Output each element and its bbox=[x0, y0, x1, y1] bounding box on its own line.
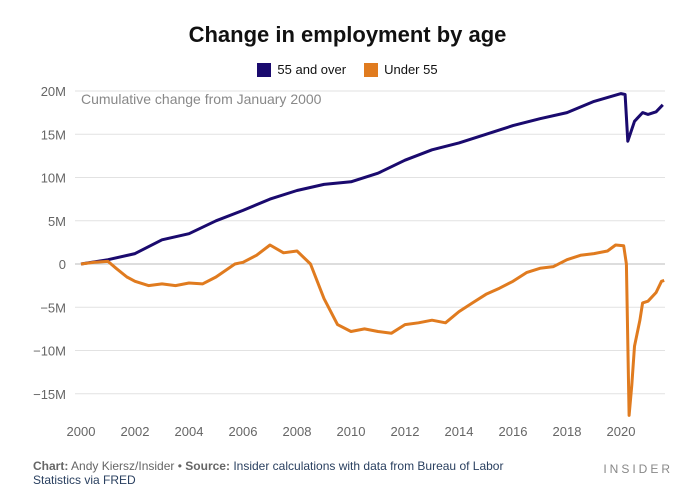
x-tick-label: 2004 bbox=[175, 424, 204, 439]
x-tick-label: 2020 bbox=[607, 424, 636, 439]
chart-credit-label: Chart: bbox=[33, 459, 69, 473]
y-tick-label: 10M bbox=[41, 171, 66, 186]
x-tick-label: 2016 bbox=[499, 424, 528, 439]
x-tick-label: 2010 bbox=[337, 424, 366, 439]
legend-swatch bbox=[257, 62, 272, 77]
y-tick-label: 15M bbox=[41, 127, 66, 142]
y-tick-label: −5M bbox=[40, 300, 66, 315]
legend-label: 55 and over bbox=[277, 62, 347, 77]
chart-credit: Andy Kiersz/Insider bbox=[71, 459, 175, 473]
insider-logo: INSIDER bbox=[603, 462, 673, 476]
y-tick-label: 0 bbox=[59, 257, 66, 272]
series-line-under-55 bbox=[80, 243, 665, 417]
source-label: Source: bbox=[185, 459, 230, 473]
legend: 55 and over Under 55 bbox=[0, 62, 695, 77]
x-tick-label: 2000 bbox=[67, 424, 96, 439]
x-tick-label: 2008 bbox=[283, 424, 312, 439]
series-line-55-over bbox=[80, 92, 664, 266]
y-tick-label: −15M bbox=[33, 387, 66, 402]
legend-item-under-55: Under 55 bbox=[364, 62, 438, 77]
x-tick-label: 2018 bbox=[553, 424, 582, 439]
legend-item-55-over: 55 and over bbox=[257, 62, 346, 77]
legend-label: Under 55 bbox=[384, 62, 438, 77]
footer: Chart: Andy Kiersz/Insider • Source: Ins… bbox=[33, 459, 553, 487]
x-tick-label: 2014 bbox=[445, 424, 474, 439]
x-tick-label: 2006 bbox=[229, 424, 258, 439]
chart-title: Change in employment by age bbox=[188, 22, 507, 47]
chart-plot: 20M 15M 10M 5M 0 −5M −10M −15M 2000 2002 2004 2006 2… bbox=[33, 84, 665, 439]
x-tick-label: 2012 bbox=[391, 424, 420, 439]
legend-swatch bbox=[364, 62, 379, 77]
y-tick-label: −10M bbox=[33, 344, 66, 359]
bullet: • bbox=[177, 459, 182, 473]
chart-annotation: Cumulative change from January 2000 bbox=[81, 91, 322, 107]
y-tick-label: 20M bbox=[41, 84, 66, 99]
x-tick-label: 2002 bbox=[121, 424, 150, 439]
y-tick-label: 5M bbox=[48, 214, 66, 229]
source-text: Insider calculations with data from Bure… bbox=[33, 459, 504, 487]
